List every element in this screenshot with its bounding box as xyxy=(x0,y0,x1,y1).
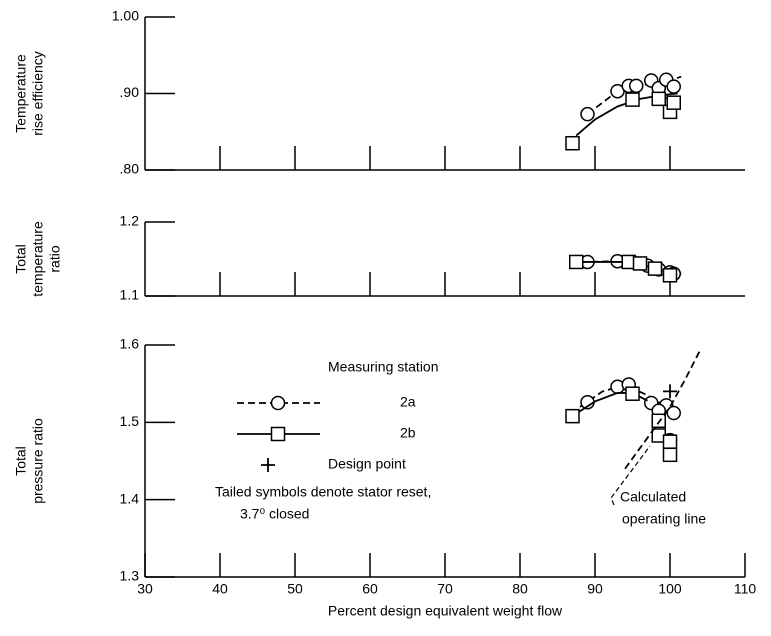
stator-note: 3.7⁰ closed xyxy=(240,506,309,522)
x-tick-label: 30 xyxy=(137,581,153,597)
y-tick-label: 1.2 xyxy=(120,213,140,229)
legend-label: Design point xyxy=(328,456,406,472)
x-tick-label: 90 xyxy=(587,581,603,597)
legend-label: 2a xyxy=(400,394,416,410)
y-axis-label: Total xyxy=(13,244,29,274)
square-marker xyxy=(651,413,666,429)
y-axis-label: temperature xyxy=(30,221,46,297)
square-marker xyxy=(662,268,678,283)
y-tick-label: .90 xyxy=(120,84,140,100)
square-marker xyxy=(569,254,584,270)
stator-note: Tailed symbols denote stator reset, xyxy=(215,484,431,500)
square-marker xyxy=(632,256,648,271)
circle-marker xyxy=(666,405,681,421)
y-axis-label: Temperature xyxy=(13,54,29,133)
y-axis-label: pressure ratio xyxy=(30,418,46,504)
y-axis-label: ratio xyxy=(47,245,63,272)
x-axis-label: Percent design equivalent weight flow xyxy=(328,603,563,619)
y-tick-label: 1.3 xyxy=(120,568,140,584)
y-axis-label: Total xyxy=(13,446,29,476)
legend-label: 2b xyxy=(400,425,416,441)
x-tick-label: 110 xyxy=(734,581,757,597)
plus-marker xyxy=(663,384,677,399)
operating-line-label: operating line xyxy=(622,511,706,527)
operating-line xyxy=(624,350,701,470)
square-marker xyxy=(647,261,663,276)
y-tick-label: 1.4 xyxy=(120,490,140,506)
legend-marker xyxy=(261,458,275,472)
y-tick-label: 1.00 xyxy=(112,8,139,24)
legend-title: Measuring station xyxy=(328,359,439,375)
x-tick-label: 60 xyxy=(362,581,378,597)
square-marker xyxy=(565,135,580,151)
x-tick-label: 50 xyxy=(287,581,303,597)
circle-marker xyxy=(629,78,644,94)
y-tick-label: .80 xyxy=(120,161,140,177)
square-marker xyxy=(662,434,678,449)
legend-marker xyxy=(270,426,286,442)
y-tick-label: 1.6 xyxy=(120,336,140,352)
circle-marker xyxy=(580,106,595,122)
square-marker xyxy=(651,91,666,107)
square-marker xyxy=(565,408,580,424)
y-axis-label: rise efficiency xyxy=(30,51,46,136)
y-tick-label: 1.5 xyxy=(120,413,140,429)
square-marker xyxy=(666,95,681,110)
x-tick-label: 40 xyxy=(212,581,228,597)
legend-marker xyxy=(270,395,286,411)
x-tick-label: 80 xyxy=(512,581,528,597)
operating-line-label: Calculated xyxy=(620,489,686,505)
y-tick-label: 1.1 xyxy=(120,287,140,303)
x-tick-label: 100 xyxy=(658,581,682,597)
x-tick-label: 70 xyxy=(437,581,453,597)
circle-marker xyxy=(666,79,681,94)
square-marker xyxy=(625,386,640,401)
annotation-arrow xyxy=(610,445,651,506)
square-marker xyxy=(625,92,640,107)
square-marker xyxy=(662,447,678,463)
